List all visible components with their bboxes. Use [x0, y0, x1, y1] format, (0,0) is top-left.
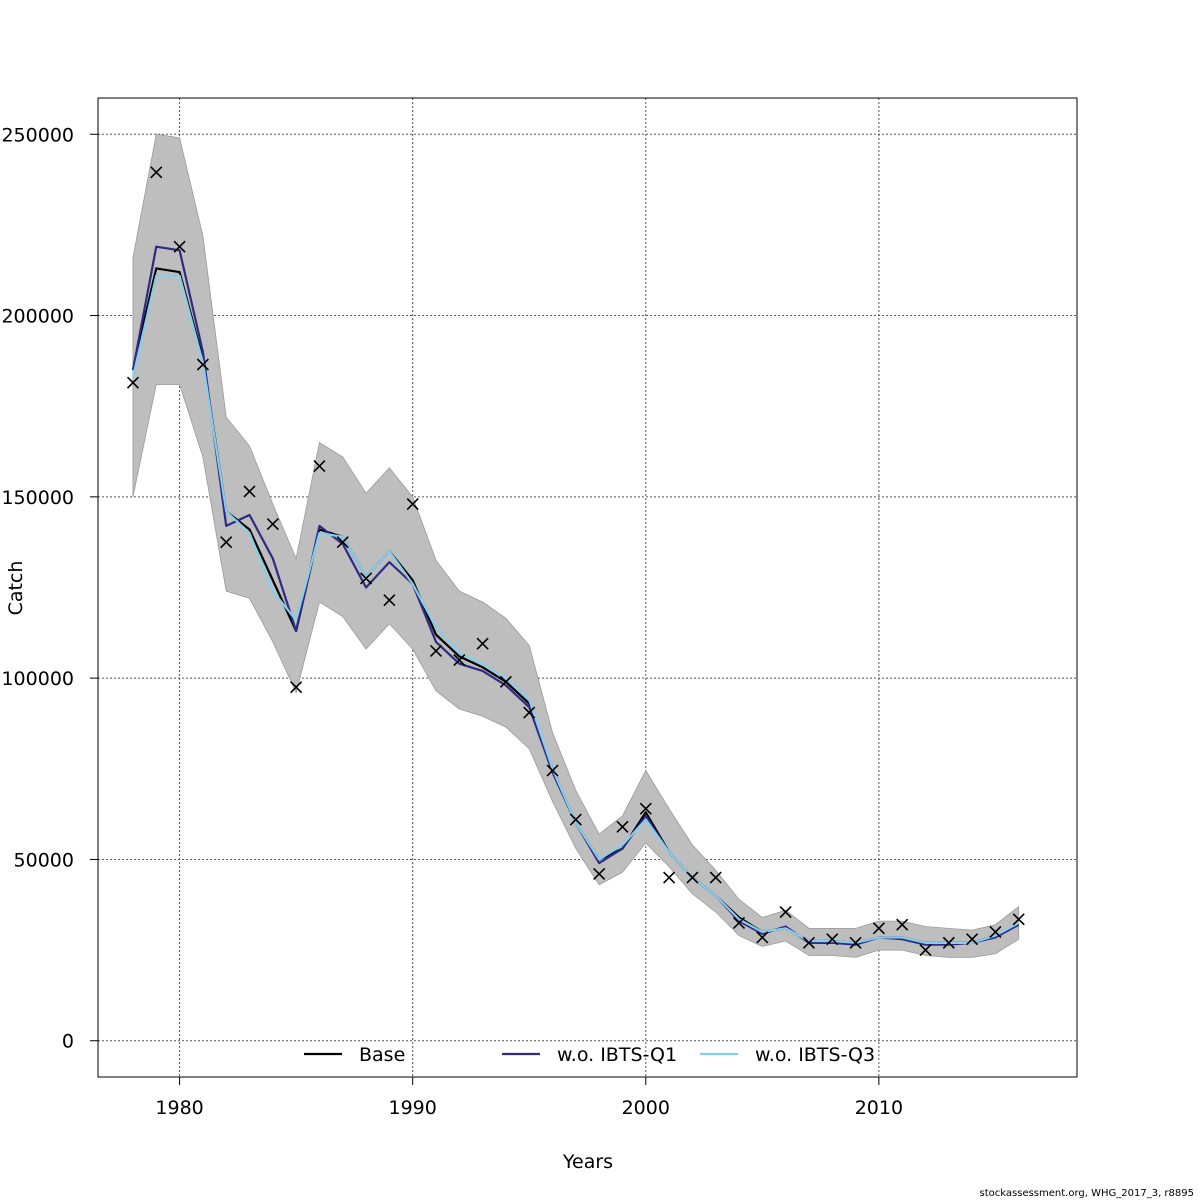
- observed-point: [499, 675, 512, 688]
- observed-point: [779, 905, 792, 919]
- observed-point: [173, 240, 186, 253]
- observed-point: [709, 871, 722, 884]
- y-axis: 0 50000 100000 150000 200000 250000: [1, 124, 98, 1053]
- observed-point: [290, 681, 303, 694]
- y-tick-label: 200000: [1, 306, 74, 328]
- observed-point: [266, 517, 279, 531]
- observed-point: [336, 536, 349, 549]
- observed-point: [546, 764, 559, 777]
- observed-point: [243, 485, 256, 498]
- observed-point: [826, 933, 839, 946]
- y-tick-label: 100000: [1, 668, 74, 690]
- x-tick-label: 1980: [155, 1097, 203, 1119]
- footer-credit: stockassessment.org, WHG_2017_3, r8895: [979, 1188, 1194, 1199]
- observed-point: [989, 925, 1002, 939]
- series-line-2: [131, 274, 1020, 944]
- legend-label: w.o. IBTS-Q1: [557, 1044, 677, 1066]
- plot-frame: [97, 97, 1078, 1078]
- observed-point: [593, 867, 606, 881]
- y-tick-label: 150000: [1, 487, 74, 509]
- y-tick-label: 0: [62, 1031, 74, 1053]
- legend: Base w.o. IBTS-Q1 w.o. IBTS-Q3: [304, 1044, 875, 1066]
- observed-point: [383, 594, 396, 607]
- observed-point: [802, 936, 816, 949]
- observed-point: [686, 871, 699, 884]
- legend-item-0: Base: [304, 1044, 405, 1066]
- observed-point: [453, 653, 466, 667]
- x-tick-label: 2010: [855, 1097, 903, 1119]
- observed-point: [406, 498, 419, 511]
- observed-point: [569, 813, 582, 826]
- observed-point: [150, 166, 163, 179]
- observed-point: [616, 820, 629, 833]
- x-axis: 1980 1990 2000 2010: [155, 1077, 903, 1119]
- observed-point: [359, 572, 373, 585]
- legend-label: Base: [359, 1044, 405, 1066]
- observed-point: [849, 936, 862, 949]
- observed-point: [523, 706, 536, 719]
- observed-point: [919, 944, 932, 957]
- observed-point: [313, 459, 326, 473]
- observed-point: [1012, 913, 1025, 926]
- observed-point: [942, 936, 955, 949]
- x-axis-label: Years: [562, 1151, 613, 1173]
- observed-point: [663, 871, 676, 884]
- observed-point: [896, 918, 909, 931]
- series-lines-layer: [131, 245, 1020, 946]
- legend-item-1: w.o. IBTS-Q1: [502, 1044, 677, 1066]
- observed-point: [732, 916, 746, 929]
- observed-markers-layer: [126, 166, 1025, 957]
- observed-point: [966, 933, 979, 946]
- x-tick-label: 1990: [388, 1097, 436, 1119]
- observed-point: [476, 637, 489, 650]
- observed-point: [429, 644, 443, 658]
- x-tick-label: 2000: [622, 1097, 670, 1119]
- observed-point: [196, 358, 209, 371]
- confidence-band-layer: [132, 133, 1020, 958]
- observed-point: [220, 536, 233, 549]
- observed-point: [872, 922, 885, 935]
- observed-point: [639, 802, 652, 815]
- confidence-band: [132, 133, 1020, 958]
- observed-point: [756, 931, 769, 944]
- y-tick-label: 250000: [1, 124, 74, 146]
- legend-label: w.o. IBTS-Q3: [755, 1044, 875, 1066]
- legend-item-2: w.o. IBTS-Q3: [700, 1044, 875, 1066]
- y-axis-label: Catch: [5, 561, 27, 616]
- observed-point: [126, 376, 140, 389]
- y-tick-label: 50000: [14, 849, 74, 871]
